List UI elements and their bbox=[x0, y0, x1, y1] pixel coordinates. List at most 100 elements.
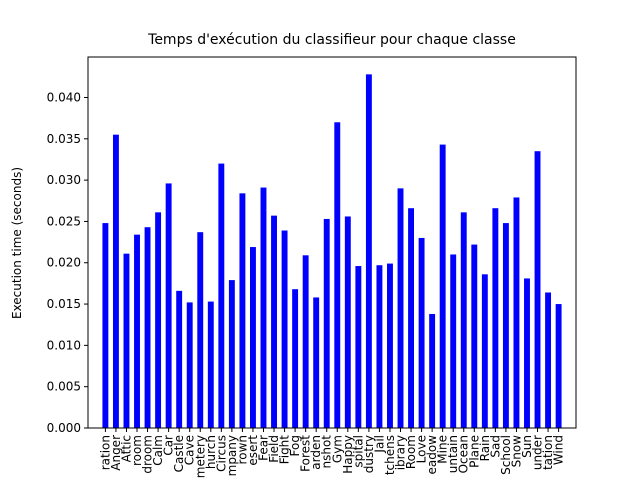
bar bbox=[218, 163, 225, 428]
bar bbox=[313, 297, 320, 428]
x-tick-label: Fog bbox=[288, 435, 302, 456]
x-tick-label: under bbox=[531, 435, 545, 470]
bar bbox=[365, 74, 372, 428]
x-tick-label: Castle bbox=[172, 435, 186, 472]
x-tick-label: esert bbox=[246, 435, 260, 466]
x-tick-label: dustry bbox=[362, 435, 376, 473]
bar bbox=[460, 212, 467, 428]
y-tick-label: 0.010 bbox=[47, 338, 81, 352]
x-tick-label: spital bbox=[351, 435, 365, 468]
bar bbox=[323, 218, 330, 428]
x-tick-label: room bbox=[130, 435, 144, 466]
bar bbox=[144, 227, 151, 428]
x-tick-label: Field bbox=[267, 435, 281, 463]
x-tick-label: Sad bbox=[488, 435, 502, 458]
x-tick-label: Attic bbox=[119, 435, 133, 462]
x-tick-label: Cave bbox=[183, 435, 197, 465]
x-tick-label: Wind bbox=[552, 435, 566, 465]
bar bbox=[112, 134, 119, 428]
x-tick-label: Anger bbox=[109, 435, 123, 471]
bar bbox=[165, 183, 172, 428]
x-tick-label: Plane bbox=[467, 435, 481, 468]
bar bbox=[102, 223, 109, 428]
bar bbox=[228, 280, 235, 428]
bar bbox=[155, 212, 162, 428]
y-tick-label: 0.030 bbox=[47, 173, 81, 187]
bar bbox=[260, 187, 267, 428]
x-tick-label: Fear bbox=[256, 435, 270, 461]
x-tick-label: rown bbox=[235, 435, 249, 464]
bar bbox=[429, 313, 436, 428]
x-tick-label: Forest bbox=[299, 435, 313, 472]
bar bbox=[134, 234, 140, 428]
y-tick-label: 0.005 bbox=[47, 380, 81, 394]
x-tick-label: droom bbox=[141, 435, 155, 474]
y-tick-label: 0.015 bbox=[47, 297, 81, 311]
x-tick-label: Happy bbox=[341, 435, 355, 474]
x-tick-label: Snow bbox=[509, 435, 523, 468]
x-tick-label: nshot bbox=[320, 435, 334, 469]
bar bbox=[271, 215, 277, 428]
bar bbox=[281, 230, 288, 428]
x-tick-label: tation bbox=[541, 435, 555, 470]
x-tick-label: Calm bbox=[151, 435, 165, 466]
x-tick-label: Ocean bbox=[457, 435, 471, 473]
bar bbox=[439, 144, 446, 428]
y-tick-label: 0.025 bbox=[47, 214, 81, 228]
y-tick-label: 0.040 bbox=[47, 90, 81, 104]
x-tick-label: Car bbox=[162, 435, 176, 456]
bar bbox=[418, 237, 425, 428]
bar bbox=[397, 188, 404, 428]
y-tick-label: 0.035 bbox=[47, 132, 81, 146]
x-tick-label: mpany bbox=[225, 435, 239, 476]
x-tick-label: untain bbox=[446, 435, 460, 473]
bar bbox=[123, 253, 130, 428]
x-tick-label: Love bbox=[415, 435, 429, 463]
x-tick-label: School bbox=[499, 435, 513, 475]
y-tick-label: 0.020 bbox=[47, 256, 81, 270]
x-tick-label: arden bbox=[309, 435, 323, 470]
chart-title: Temps d'exécution du classifieur pour ch… bbox=[147, 32, 516, 48]
bar bbox=[387, 263, 393, 428]
bar bbox=[302, 255, 309, 428]
x-tick-label: Rain bbox=[478, 435, 492, 461]
bar bbox=[408, 208, 415, 428]
bar bbox=[555, 304, 562, 428]
plot-frame bbox=[87, 56, 577, 429]
bar bbox=[376, 265, 383, 428]
x-tick-label: Gym bbox=[330, 435, 344, 463]
bar bbox=[471, 244, 478, 428]
bar bbox=[334, 122, 341, 428]
bar bbox=[197, 232, 204, 428]
bar bbox=[355, 266, 362, 428]
bar bbox=[502, 223, 509, 428]
bar bbox=[450, 254, 457, 428]
y-tick-label: 0.000 bbox=[47, 421, 81, 435]
x-tick-label: Jail bbox=[372, 435, 386, 454]
bar bbox=[534, 151, 541, 428]
x-tick-label: Room bbox=[404, 435, 418, 469]
x-tick-label: Circus bbox=[214, 435, 228, 472]
bar bbox=[249, 247, 256, 428]
bar bbox=[545, 292, 552, 428]
bar bbox=[513, 197, 520, 428]
y-axis-label: Execution time (seconds) bbox=[10, 167, 24, 319]
bar bbox=[186, 302, 193, 428]
x-tick-label: metery bbox=[193, 435, 207, 478]
x-tick-label: hurch bbox=[204, 435, 218, 469]
x-tick-label: ration bbox=[98, 435, 112, 470]
x-tick-label: Mine bbox=[436, 435, 450, 464]
x-tick-label: tchens bbox=[383, 435, 397, 475]
bar bbox=[492, 208, 499, 428]
bar bbox=[481, 274, 488, 428]
x-tick-label: ibrary bbox=[394, 435, 408, 470]
bar bbox=[239, 193, 246, 428]
bar bbox=[207, 301, 214, 428]
bar bbox=[524, 278, 530, 428]
x-tick-label: eadow bbox=[425, 435, 439, 475]
bar bbox=[292, 289, 299, 428]
x-tick-label: Fight bbox=[278, 435, 292, 465]
bar bbox=[344, 216, 351, 428]
x-tick-label: Sun bbox=[520, 435, 534, 458]
